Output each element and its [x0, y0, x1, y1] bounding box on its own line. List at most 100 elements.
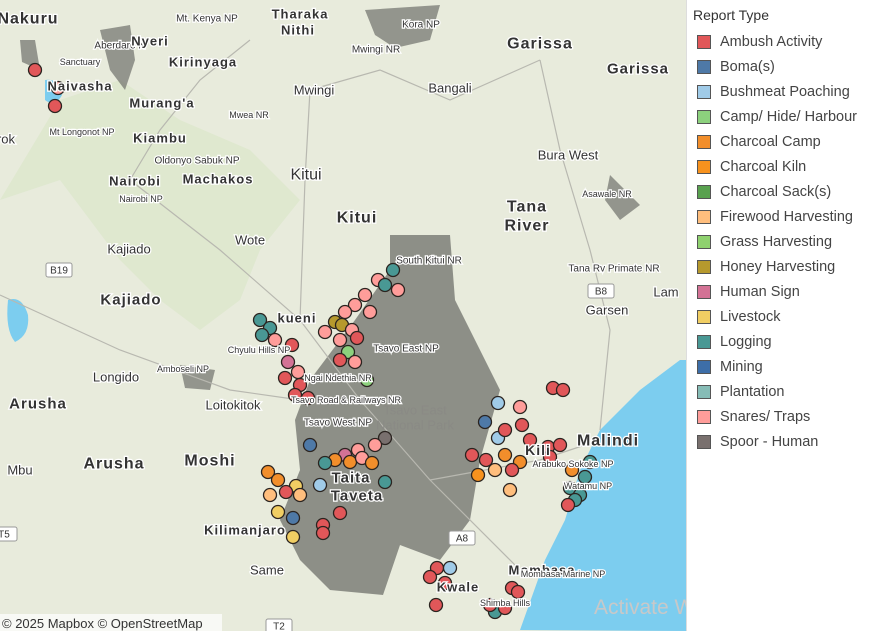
legend-item[interactable]: Charcoal Camp — [697, 129, 888, 154]
place-label: T2 — [273, 622, 285, 631]
report-marker — [302, 437, 318, 453]
legend-item[interactable]: Plantation — [697, 379, 888, 404]
place-label: Oldonyo Sabuk NP — [154, 156, 239, 167]
legend-label: Ambush Activity — [720, 33, 823, 50]
legend-item[interactable]: Human Sign — [697, 279, 888, 304]
report-marker — [464, 447, 480, 463]
report-marker — [359, 372, 375, 388]
place-label: Naivasha — [47, 79, 112, 94]
place-label: Moshi — [184, 453, 235, 470]
report-marker — [254, 327, 270, 343]
report-marker — [347, 354, 363, 370]
report-marker — [342, 454, 358, 470]
report-marker — [267, 332, 283, 348]
place-label: Arusha — [83, 456, 144, 473]
place-label: Taveta — [331, 487, 383, 504]
legend-swatch — [697, 59, 711, 74]
report-marker — [377, 430, 393, 446]
place-label: Mbu — [7, 463, 32, 478]
legend-label: Charcoal Camp — [720, 133, 821, 150]
legend-label: Boma(s) — [720, 58, 775, 75]
place-label: Bangali — [428, 81, 471, 96]
legend-item[interactable]: Ambush Activity — [697, 29, 888, 54]
place-label: Mwea NR — [229, 110, 269, 120]
report-marker — [442, 560, 458, 576]
legend-title: Report Type — [693, 7, 770, 23]
report-marker — [542, 449, 558, 465]
report-marker — [262, 487, 278, 503]
legend-item[interactable]: Boma(s) — [697, 54, 888, 79]
legend-item[interactable]: Mining — [697, 354, 888, 379]
legend-swatch — [697, 34, 711, 49]
place-label: Ngai Ndethia NR — [304, 373, 372, 383]
watermark: Activate Windows — [594, 596, 686, 619]
report-marker — [377, 474, 393, 490]
legend-label: Bushmeat Poaching — [720, 83, 850, 100]
legend-swatch — [697, 259, 711, 274]
report-marker — [285, 510, 301, 526]
report-markers — [27, 62, 598, 620]
legend-item[interactable]: Spoor - Human — [697, 429, 888, 454]
place-label: Mombasa Marine NP — [521, 569, 606, 579]
place-label: Kwale — [437, 580, 480, 595]
report-marker — [362, 304, 378, 320]
legend-swatch — [697, 309, 711, 324]
report-marker — [562, 480, 578, 496]
report-marker — [280, 354, 296, 370]
report-marker — [357, 287, 373, 303]
protected-area — [365, 5, 440, 48]
place-label: rok — [0, 132, 16, 147]
legend-item[interactable]: Charcoal Sack(s) — [697, 179, 888, 204]
report-marker — [270, 472, 286, 488]
legend-label: Firewood Harvesting — [720, 208, 853, 225]
report-marker — [332, 505, 348, 521]
legend-item[interactable]: Grass Harvesting — [697, 229, 888, 254]
place-label: Asawale NR — [582, 189, 632, 199]
place-label: Tsavo Road & Railways NR — [291, 395, 402, 405]
report-marker — [277, 370, 293, 386]
legend-swatch — [697, 159, 711, 174]
legend-item[interactable]: Charcoal Kiln — [697, 154, 888, 179]
report-marker — [317, 324, 333, 340]
legend-swatch — [697, 109, 711, 124]
report-marker — [487, 462, 503, 478]
report-marker — [317, 455, 333, 471]
legend-item[interactable]: Snares/ Traps — [697, 404, 888, 429]
legend-item[interactable]: Honey Harvesting — [697, 254, 888, 279]
legend-item[interactable]: Bushmeat Poaching — [697, 79, 888, 104]
report-marker — [477, 414, 493, 430]
protected-area — [100, 25, 135, 90]
report-marker — [47, 98, 63, 114]
report-marker — [312, 477, 328, 493]
legend-label: Mining — [720, 358, 763, 375]
legend-swatch — [697, 234, 711, 249]
place-label: Chyulu Hills NP — [228, 345, 291, 355]
legend-item[interactable]: Firewood Harvesting — [697, 204, 888, 229]
place-label: T5 — [0, 530, 10, 541]
attribution: © 2025 Mapbox © OpenStreetMap — [2, 616, 203, 631]
place-label: Arabuko Sokoke NP — [532, 459, 613, 469]
report-marker — [582, 454, 598, 470]
report-marker — [577, 469, 593, 485]
place-label: Tsavo East NP — [373, 344, 439, 355]
report-marker — [390, 282, 406, 298]
place-label: Watamu NP — [564, 481, 612, 491]
place-label: Loitokitok — [206, 398, 261, 413]
legend-item[interactable]: Logging — [697, 329, 888, 354]
report-marker — [514, 417, 530, 433]
legend-label: Charcoal Kiln — [720, 158, 807, 175]
place-label: Tsavo West NP — [304, 418, 372, 429]
place-label: Garissa — [607, 60, 669, 77]
report-marker — [470, 467, 486, 483]
legend-label: Livestock — [720, 308, 781, 325]
legend-item[interactable]: Camp/ Hide/ Harbour — [697, 104, 888, 129]
report-marker — [437, 575, 453, 591]
place-label: Mwingi NR — [352, 45, 400, 56]
report-marker — [564, 462, 580, 478]
legend-item[interactable]: Livestock — [697, 304, 888, 329]
place-label: Nairobi — [109, 174, 161, 189]
place-label: Nyeri — [131, 34, 169, 49]
report-marker — [385, 262, 401, 278]
legend-swatch — [697, 359, 711, 374]
road-shield — [587, 283, 615, 299]
